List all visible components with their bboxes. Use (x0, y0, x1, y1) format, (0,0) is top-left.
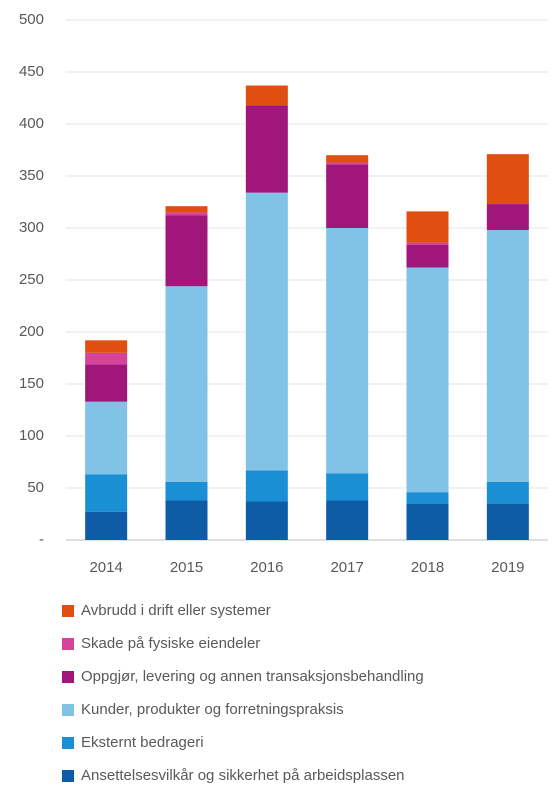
bar-segment (85, 352, 128, 365)
x-tick-label: 2016 (250, 559, 283, 576)
bar-segment (245, 105, 288, 193)
bar-segment (165, 481, 208, 501)
y-tick-label: 300 (19, 219, 44, 236)
bar-segment (165, 212, 208, 216)
y-tick-label: 400 (19, 115, 44, 132)
legend-label: Skade på fysiske eiendeler (81, 635, 260, 652)
bar-segment (406, 242, 449, 245)
bar-segment (165, 206, 208, 213)
bar-segment (326, 164, 369, 228)
bar-segment (486, 503, 529, 540)
y-tick-label: 450 (19, 63, 44, 80)
bar-segment (326, 228, 369, 474)
x-tick-label: 2017 (330, 559, 363, 576)
bar-segment (245, 192, 288, 471)
legend-swatch (62, 605, 74, 617)
bar-segment (85, 364, 128, 402)
y-tick-label: 100 (19, 427, 44, 444)
x-tick-label: 2014 (89, 559, 122, 576)
bar-segment (85, 511, 128, 540)
bar-segment (486, 230, 529, 482)
legend-swatch (62, 704, 74, 716)
bar-segment (165, 286, 208, 482)
y-tick-label: 350 (19, 167, 44, 184)
bar-segment (326, 473, 369, 501)
bar-segment (406, 211, 449, 243)
bar-segment (406, 503, 449, 540)
bar-segment (406, 492, 449, 504)
legend-label: Avbrudd i drift eller systemer (81, 602, 271, 619)
bar-segment (165, 500, 208, 540)
bar-segment (85, 340, 128, 353)
bar-segment (85, 474, 128, 512)
legend-label: Ansettelsesvilkår og sikkerhet på arbeid… (81, 767, 405, 784)
legend-swatch (62, 770, 74, 782)
x-tick-label: 2018 (411, 559, 444, 576)
y-tick-label: 200 (19, 323, 44, 340)
x-tick-label: 2015 (170, 559, 203, 576)
bar-segment (165, 215, 208, 287)
bar-segment (486, 204, 529, 231)
y-tick-label: 250 (19, 271, 44, 288)
bar-segment (85, 401, 128, 475)
bar-segment (245, 501, 288, 540)
legend-swatch (62, 638, 74, 650)
bar-segment (245, 85, 288, 106)
bar-segment (486, 481, 529, 504)
bar-segment (406, 244, 449, 268)
bar-segment (326, 500, 369, 540)
x-tick-label: 2019 (491, 559, 524, 576)
legend-label: Kunder, produkter og forretningspraksis (81, 701, 344, 718)
bar-segment (406, 267, 449, 493)
legend-swatch (62, 737, 74, 749)
y-tick-label: 150 (19, 375, 44, 392)
bar-segment (486, 154, 529, 205)
y-tick-label: - (39, 531, 44, 548)
y-tick-label: 500 (19, 11, 44, 28)
bar-segment (245, 470, 288, 502)
legend-label: Eksternt bedrageri (81, 734, 204, 751)
y-tick-label: 50 (27, 479, 44, 496)
legend-label: Oppgjør, levering og annen transaksjonsb… (81, 668, 424, 685)
bar-segment (326, 162, 369, 165)
bar-segment (326, 155, 369, 163)
legend-swatch (62, 671, 74, 683)
